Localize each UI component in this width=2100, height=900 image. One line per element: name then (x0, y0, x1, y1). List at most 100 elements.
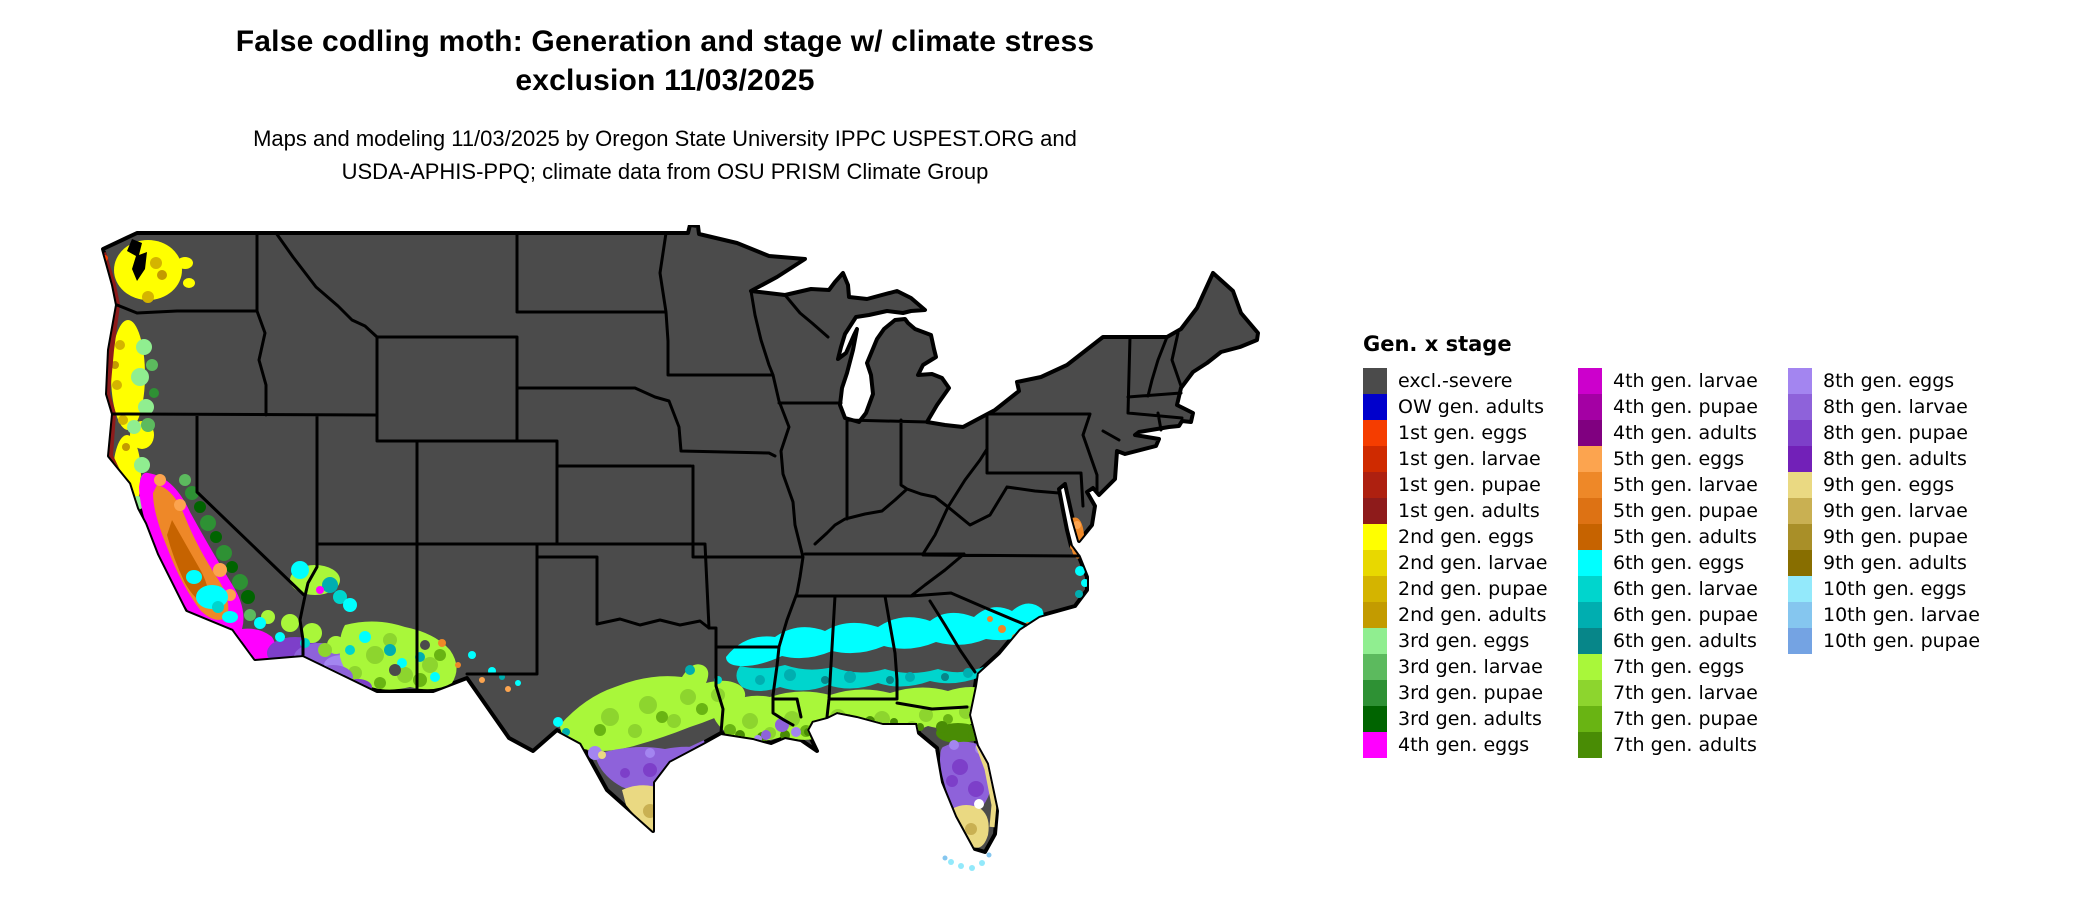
legend-swatch (1788, 628, 1812, 654)
legend-item-label: 10th gen. pupae (1823, 630, 1981, 652)
state-borders (111, 231, 1184, 735)
legend-swatch (1363, 680, 1387, 706)
map-subtitle: Maps and modeling 11/03/2025 by Oregon S… (0, 122, 1330, 188)
legend-column-2: 4th gen. larvae 4th gen. pupae 4th gen. ad… (1578, 368, 1758, 758)
legend-item-label: 5th gen. larvae (1613, 474, 1758, 496)
legend-item-label: 8th gen. larvae (1823, 396, 1968, 418)
legend-item-label: 1st gen. adults (1398, 500, 1540, 522)
legend-item: 6th gen. pupae (1578, 602, 1758, 628)
legend-swatch (1363, 446, 1387, 472)
legend-item-label: 5th gen. eggs (1613, 448, 1745, 470)
legend-item: 5th gen. adults (1578, 524, 1758, 550)
legend-column-1: excl.-severe OW gen. adults 1st gen. eggs 1… (1363, 368, 1548, 758)
legend-title: Gen. x stage (1363, 332, 1512, 356)
florida-regions (936, 721, 997, 848)
legend-item: 8th gen. eggs (1788, 368, 1980, 394)
legend-swatch (1788, 394, 1812, 420)
legend-item: 3rd gen. adults (1363, 706, 1548, 732)
legend-swatch (1363, 420, 1387, 446)
map-title-line2: exclusion 11/03/2025 (515, 64, 815, 97)
legend-item-label: 1st gen. eggs (1398, 422, 1528, 444)
legend-item-label: 9th gen. pupae (1823, 526, 1968, 548)
legend-item-label: 7th gen. larvae (1613, 682, 1758, 704)
legend: Gen. x stage excl.-severe OW gen. adults 1… (1363, 332, 2083, 758)
legend-item-label: 4th gen. eggs (1398, 734, 1530, 756)
legend-swatch (1363, 472, 1387, 498)
legend-swatch (1363, 602, 1387, 628)
legend-item-label: 1st gen. pupae (1398, 474, 1541, 496)
us-map (90, 223, 1340, 895)
legend-item: 9th gen. pupae (1788, 524, 1980, 550)
legend-item: 2nd gen. pupae (1363, 576, 1548, 602)
legend-swatch (1363, 394, 1387, 420)
legend-swatch (1578, 472, 1602, 498)
legend-item: 7th gen. larvae (1578, 680, 1758, 706)
legend-swatch (1788, 368, 1812, 394)
legend-item: 8th gen. adults (1788, 446, 1980, 472)
legend-swatch (1363, 368, 1387, 394)
legend-item: 10th gen. eggs (1788, 576, 1980, 602)
legend-item: 4th gen. pupae (1578, 394, 1758, 420)
legend-swatch (1578, 498, 1602, 524)
legend-item: excl.-severe (1363, 368, 1548, 394)
legend-item-label: 5th gen. pupae (1613, 500, 1758, 522)
legend-item: 7th gen. adults (1578, 732, 1758, 758)
legend-item: 1st gen. pupae (1363, 472, 1548, 498)
legend-item: 9th gen. eggs (1788, 472, 1980, 498)
legend-item-label: 5th gen. adults (1613, 526, 1757, 548)
legend-item: 7th gen. eggs (1578, 654, 1758, 680)
legend-item-label: 6th gen. eggs (1613, 552, 1745, 574)
map-title: False codling moth: Generation and stage… (0, 22, 1330, 100)
legend-swatch (1578, 420, 1602, 446)
legend-swatch (1788, 446, 1812, 472)
legend-swatch (1363, 550, 1387, 576)
legend-swatch (1788, 498, 1812, 524)
legend-swatch (1363, 654, 1387, 680)
legend-item: OW gen. adults (1363, 394, 1548, 420)
legend-item-label: 9th gen. adults (1823, 552, 1967, 574)
legend-item-label: 6th gen. pupae (1613, 604, 1758, 626)
legend-swatch (1788, 420, 1812, 446)
legend-swatch (1578, 394, 1602, 420)
legend-swatch (1788, 550, 1812, 576)
legend-item-label: 3rd gen. pupae (1398, 682, 1544, 704)
legend-item-label: 2nd gen. eggs (1398, 526, 1534, 548)
legend-swatch (1363, 498, 1387, 524)
map-title-line1: False codling moth: Generation and stage… (235, 25, 1095, 58)
legend-item: 4th gen. larvae (1578, 368, 1758, 394)
legend-swatch (1578, 368, 1602, 394)
legend-swatch (1578, 732, 1602, 758)
legend-swatch (1363, 576, 1387, 602)
california-regions (139, 472, 416, 680)
legend-item-label: 10th gen. larvae (1823, 604, 1980, 626)
legend-item-label: OW gen. adults (1398, 396, 1545, 418)
legend-item-label: 2nd gen. larvae (1398, 552, 1548, 574)
map-subtitle-line2: USDA-APHIS-PPQ; climate data from OSU PR… (341, 159, 989, 184)
legend-item-label: 1st gen. larvae (1398, 448, 1541, 470)
legend-swatch (1578, 550, 1602, 576)
legend-swatch (1578, 524, 1602, 550)
legend-swatch (1578, 680, 1602, 706)
legend-item: 2nd gen. eggs (1363, 524, 1548, 550)
us-landmass (101, 223, 1260, 854)
legend-item: 6th gen. adults (1578, 628, 1758, 654)
legend-item-label: 2nd gen. adults (1398, 604, 1547, 626)
legend-item: 3rd gen. larvae (1363, 654, 1548, 680)
legend-item: 9th gen. adults (1788, 550, 1980, 576)
legend-item: 9th gen. larvae (1788, 498, 1980, 524)
legend-item-label: 4th gen. pupae (1613, 396, 1758, 418)
legend-item-label: 6th gen. larvae (1613, 578, 1758, 600)
legend-item-label: 7th gen. pupae (1613, 708, 1758, 730)
legend-item-label: 9th gen. larvae (1823, 500, 1968, 522)
legend-swatch (1788, 602, 1812, 628)
legend-item-label: 8th gen. adults (1823, 448, 1967, 470)
legend-item: 2nd gen. larvae (1363, 550, 1548, 576)
legend-item-label: 7th gen. eggs (1613, 656, 1745, 678)
legend-item-label: 8th gen. eggs (1823, 370, 1955, 392)
legend-item: 3rd gen. eggs (1363, 628, 1548, 654)
legend-swatch (1578, 576, 1602, 602)
legend-item: 5th gen. pupae (1578, 498, 1758, 524)
legend-item: 6th gen. eggs (1578, 550, 1758, 576)
legend-item: 4th gen. eggs (1363, 732, 1548, 758)
puget-sound (127, 239, 147, 281)
